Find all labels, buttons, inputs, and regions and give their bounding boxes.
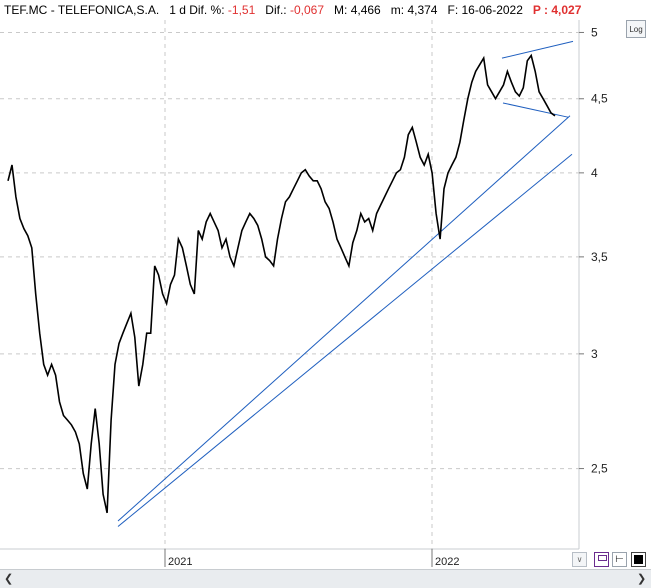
- separator: -: [50, 3, 55, 17]
- min-label: m:: [390, 3, 405, 17]
- y-tick-label: 4: [591, 166, 598, 180]
- pin-icon[interactable]: ⊢: [612, 552, 627, 567]
- trendline[interactable]: [501, 40, 574, 59]
- price-label: P :: [532, 3, 549, 17]
- dif-pct-label: Dif. %:: [189, 3, 225, 17]
- y-tick-label: 5: [591, 25, 598, 39]
- dif-pct-value: -1,51: [227, 3, 256, 17]
- trendline[interactable]: [502, 102, 569, 118]
- price-series-line[interactable]: [7, 53, 556, 514]
- trendlines[interactable]: [117, 40, 574, 527]
- x-tick-label: 2022: [435, 556, 459, 568]
- trendline[interactable]: [117, 115, 571, 522]
- date-label: F:: [447, 3, 459, 17]
- trendline[interactable]: [117, 153, 573, 527]
- scroll-right-arrow[interactable]: ❯: [637, 573, 647, 585]
- y-tick-label: 2,5: [591, 462, 608, 476]
- company-name: TELEFONICA,S.A.: [57, 3, 160, 17]
- ticker-info-bar: TEF.MC - TELEFONICA,S.A. 1 d Dif. %: -1,…: [4, 3, 581, 17]
- y-tick-label: 3,5: [591, 250, 608, 264]
- log-scale-toggle[interactable]: Log: [626, 20, 646, 38]
- gridlines: [0, 20, 579, 549]
- y-tick-label: 4,5: [591, 92, 608, 106]
- min-value: 4,374: [407, 3, 438, 17]
- price-value: 4,027: [551, 3, 582, 17]
- price-chart[interactable]: 2,5 3 3,5 4 4,5 5 2021 2022: [0, 0, 651, 569]
- color-square-icon[interactable]: [631, 552, 646, 567]
- zoom-icon[interactable]: ∨: [572, 552, 587, 567]
- time-scrollbar[interactable]: ❮ ❯: [0, 569, 651, 588]
- max-value: 4,466: [350, 3, 381, 17]
- ticker-symbol: TEF.MC: [4, 3, 48, 17]
- x-axis-ticks: 2021 2022: [164, 549, 459, 568]
- y-axis-ticks: 2,5 3 3,5 4 4,5 5: [579, 25, 608, 476]
- save-icon[interactable]: [594, 552, 609, 567]
- date-value: 16-06-2022: [461, 3, 523, 17]
- y-tick-label: 3: [591, 347, 598, 361]
- x-tick-label: 2021: [168, 556, 192, 568]
- max-label: M:: [334, 3, 348, 17]
- timeframe: 1 d: [169, 3, 186, 17]
- dif-label: Dif.:: [265, 3, 287, 17]
- dif-value: -0,067: [289, 3, 324, 17]
- scroll-left-arrow[interactable]: ❮: [4, 573, 14, 585]
